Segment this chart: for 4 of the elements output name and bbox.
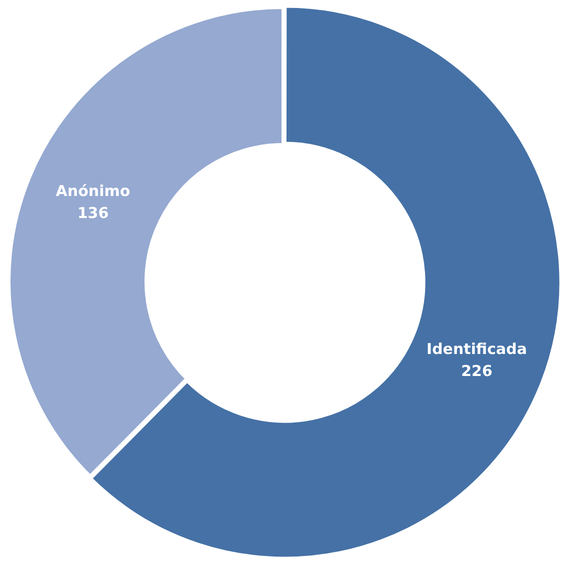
slice-label: Identificada	[426, 340, 527, 358]
data-label: 226	[461, 362, 492, 380]
data-label: 136	[77, 204, 109, 222]
slice-label: Anónimo	[56, 182, 130, 200]
